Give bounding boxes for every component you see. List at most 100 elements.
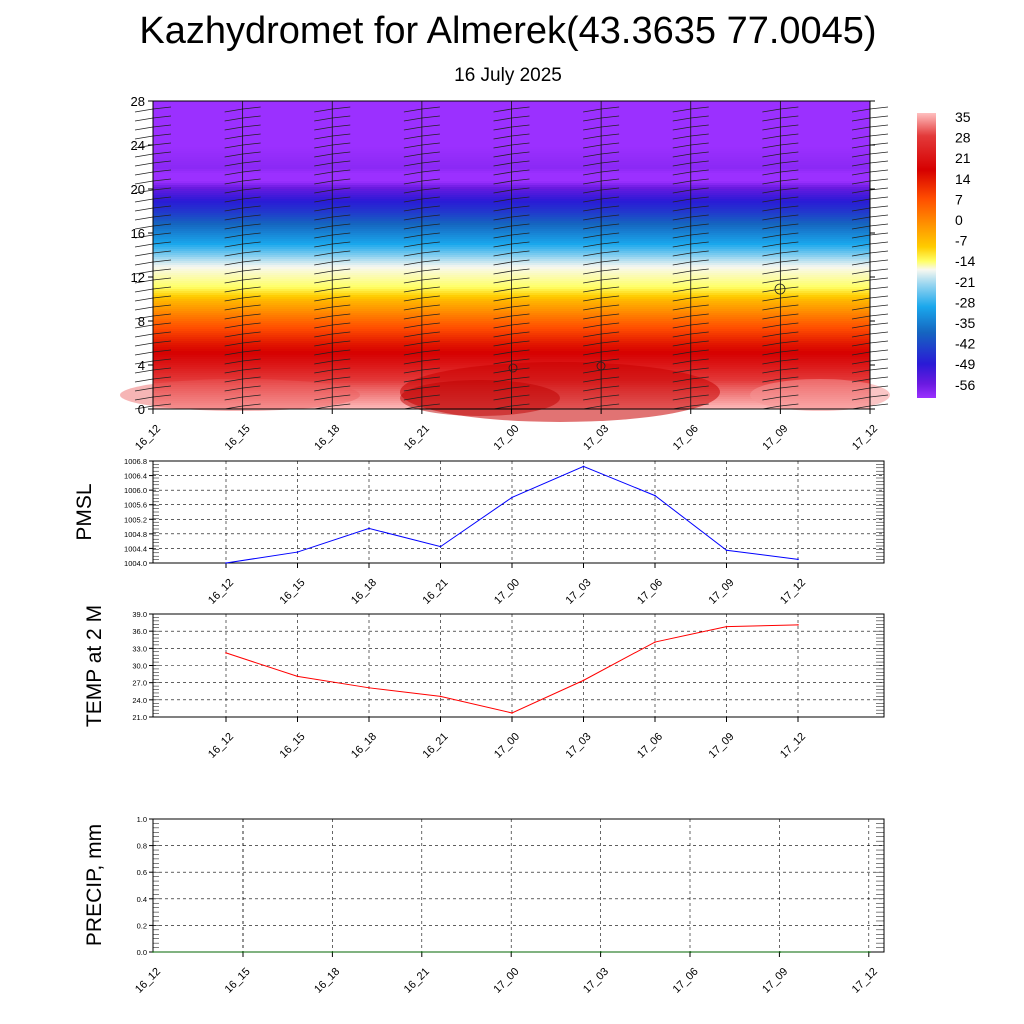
wind-barb xyxy=(224,288,243,293)
pmsl-data-point xyxy=(439,545,442,548)
wind-barb xyxy=(152,196,172,200)
heatmap-y-tick-label: 12 xyxy=(131,270,145,285)
wind-barb xyxy=(332,304,351,308)
wind-barb xyxy=(403,342,422,347)
wind-barb xyxy=(762,117,781,122)
pmsl-x-tick-label: 16_12 xyxy=(206,577,236,607)
wind-barb xyxy=(601,196,620,200)
precip-data-point xyxy=(331,951,334,953)
temp-x-tick-label: 16_18 xyxy=(349,731,379,761)
wind-barb xyxy=(583,270,602,275)
wind-barb xyxy=(332,214,351,218)
colorbar-label: 0 xyxy=(955,212,963,228)
wind-barb xyxy=(511,403,530,407)
precip-x-tick-label: 16_21 xyxy=(402,966,432,996)
pmsl-data-point xyxy=(368,527,370,530)
wind-barb xyxy=(851,216,871,221)
wind-barb xyxy=(224,378,243,383)
pmsl-x-tick-label: 17_12 xyxy=(778,577,808,607)
wind-barb xyxy=(152,385,172,389)
temp-data-point xyxy=(511,712,513,714)
wind-barb xyxy=(421,295,440,299)
wind-barb xyxy=(583,180,602,185)
wind-barb xyxy=(851,180,871,185)
wind-barb xyxy=(493,189,512,194)
wind-barb xyxy=(242,250,261,254)
wind-barb xyxy=(762,135,781,140)
wind-barb xyxy=(690,241,709,245)
pmsl-data-point xyxy=(654,494,656,497)
wind-barb xyxy=(780,169,799,173)
precip-data-point xyxy=(600,951,602,953)
heatmap-x-tick-label: 17_03 xyxy=(581,423,611,453)
wind-barb xyxy=(762,297,781,302)
wind-barb xyxy=(583,333,602,338)
wind-barb xyxy=(242,331,261,335)
wind-barb xyxy=(690,385,709,389)
temp-y-tick-label: 33.0 xyxy=(132,644,147,653)
wind-barb xyxy=(762,153,781,158)
wind-barb xyxy=(421,403,440,407)
temp-y-tick-label: 24.0 xyxy=(132,696,147,705)
wind-barb xyxy=(780,259,799,263)
pmsl-y-tick-label: 1004.0 xyxy=(124,559,147,568)
wind-barb xyxy=(242,286,261,290)
wind-barb xyxy=(421,205,440,209)
wind-barb xyxy=(690,223,709,227)
wind-barb xyxy=(672,324,691,329)
wind-barb xyxy=(869,385,889,389)
wind-barb xyxy=(493,171,512,176)
wind-barb xyxy=(314,297,333,302)
precip-data-point xyxy=(779,951,782,953)
wind-barb xyxy=(332,187,351,191)
wind-barb xyxy=(152,349,172,353)
wind-barb xyxy=(672,279,691,284)
wind-barb xyxy=(152,187,172,191)
precip-x-tick-label: 16_12 xyxy=(133,966,163,996)
wind-barb xyxy=(152,286,172,290)
wind-barb xyxy=(869,268,889,272)
pmsl-y-axis-label: PMSL xyxy=(73,483,96,540)
wind-barb xyxy=(403,315,422,320)
wind-barb xyxy=(332,142,351,146)
wind-barb xyxy=(224,207,243,212)
wind-barb xyxy=(242,358,261,362)
wind-barb xyxy=(242,268,261,272)
wind-barb xyxy=(242,241,261,245)
heatmap-y-tick-label: 20 xyxy=(131,182,145,197)
wind-barb xyxy=(869,187,889,191)
wind-barb xyxy=(332,151,351,155)
wind-barb xyxy=(851,207,871,212)
wind-barb xyxy=(152,295,172,299)
wind-barb xyxy=(134,333,154,338)
heatmap-x-tick-label: 17_00 xyxy=(492,423,522,453)
temp-data-point xyxy=(654,641,656,643)
wind-barb xyxy=(583,261,602,266)
wind-barb xyxy=(601,223,620,227)
wind-barb xyxy=(780,106,799,110)
pmsl-x-tick-label: 16_15 xyxy=(278,577,308,607)
wind-barb xyxy=(493,378,512,383)
wind-barb xyxy=(314,207,333,212)
heatmap-x-tick-label: 17_12 xyxy=(850,423,880,453)
wind-barb xyxy=(242,376,261,380)
wind-barb xyxy=(690,295,709,299)
wind-barb xyxy=(332,349,351,353)
wind-barb xyxy=(583,288,602,293)
temp-x-tick-label: 17_12 xyxy=(778,731,808,761)
wind-barb xyxy=(224,279,243,284)
pmsl-data-point xyxy=(296,551,299,553)
wind-barb xyxy=(672,288,691,293)
wind-barb xyxy=(851,144,871,149)
colorbar-label: -49 xyxy=(955,356,975,372)
wind-barb xyxy=(242,349,261,353)
wind-barb xyxy=(780,277,799,281)
wind-barb xyxy=(511,106,530,110)
wind-barb xyxy=(672,387,691,392)
wind-barb xyxy=(314,189,333,194)
wind-barb xyxy=(601,250,620,254)
wind-barb xyxy=(851,387,871,392)
wind-barb xyxy=(224,297,243,302)
wind-barb xyxy=(493,117,512,122)
wind-barb xyxy=(601,142,620,146)
